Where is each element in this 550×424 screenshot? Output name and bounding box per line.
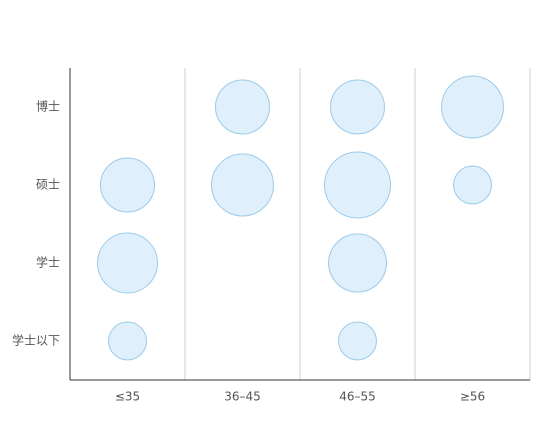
y-tick-label: 博士 — [36, 99, 60, 114]
bubble — [453, 165, 492, 205]
bubble — [441, 75, 504, 139]
y-tick-label: 学士以下 — [12, 333, 60, 348]
x-tick-label: ≤35 — [115, 390, 140, 404]
bubble — [100, 157, 155, 213]
x-tick-label: 36–45 — [224, 390, 261, 404]
x-tick-label: ≥56 — [460, 390, 485, 404]
bubble — [330, 79, 385, 135]
bubble — [338, 321, 377, 361]
bubble — [215, 79, 270, 135]
x-tick-label: 46–55 — [339, 390, 376, 404]
y-tick-label: 硕士 — [36, 178, 60, 192]
bubble — [108, 321, 147, 361]
bubble — [328, 233, 387, 293]
bubble — [97, 232, 158, 294]
bubble — [211, 153, 274, 217]
bubble — [324, 151, 391, 219]
y-tick-label: 学士 — [36, 255, 60, 270]
